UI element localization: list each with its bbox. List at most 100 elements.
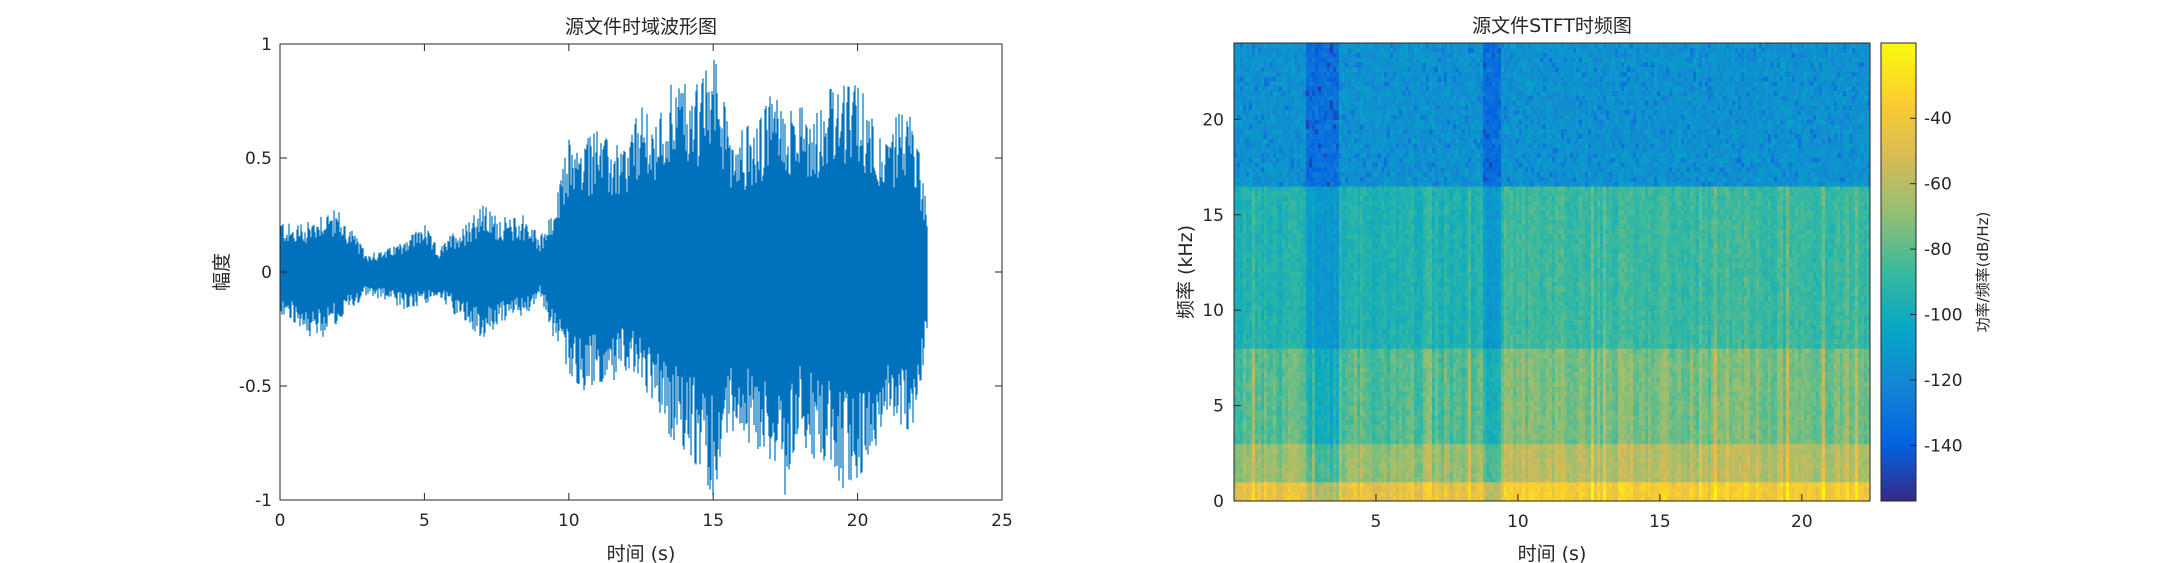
spectrogram-cell — [1318, 367, 1321, 372]
spectrogram-cell — [1261, 410, 1264, 415]
spectrogram-cell — [1264, 224, 1267, 229]
spectrogram-cell — [1291, 262, 1294, 267]
spectrogram-cell — [1294, 67, 1297, 72]
spectrogram-cell — [1261, 348, 1264, 353]
spectrogram-cell — [1267, 320, 1270, 325]
spectrogram-cell — [1291, 253, 1294, 258]
spectrogram-cell — [1327, 158, 1330, 163]
spectrogram-cell — [1300, 110, 1303, 115]
spectrogram-cell — [1258, 286, 1261, 291]
spectrogram-cell — [1312, 382, 1315, 387]
spectrogram-cell — [1234, 67, 1237, 72]
spectrogram-cell — [1303, 67, 1306, 72]
spectrogram-cell — [1276, 339, 1279, 344]
spectrogram-cell — [1270, 262, 1273, 267]
spectrogram-cell — [1291, 119, 1294, 124]
spectrogram-cell — [1288, 267, 1291, 272]
spectrogram-cell — [1297, 401, 1300, 406]
spectrogram-cell — [1234, 387, 1237, 392]
spectrogram-cell — [1294, 167, 1297, 172]
spectrogram-cell — [1264, 124, 1267, 129]
spectrogram-cell — [1318, 234, 1321, 239]
spectrogram-cell — [1330, 396, 1333, 401]
spectrogram-cell — [1324, 76, 1327, 81]
spectrogram-cell — [1255, 477, 1258, 482]
spectrogram-cell — [1276, 229, 1279, 234]
spectrogram-cell — [1291, 210, 1294, 215]
spectrogram-cell — [1234, 382, 1237, 387]
spectrogram-cell — [1246, 477, 1249, 482]
spectrogram-cell — [1261, 296, 1264, 301]
spectrogram-cell — [1288, 86, 1291, 91]
spectrogram-cell — [1297, 449, 1300, 454]
spectrogram-cell — [1258, 57, 1261, 62]
spectrogram-cell — [1321, 43, 1324, 48]
spectrogram-cell — [1246, 482, 1249, 487]
spectrogram-cell — [1270, 315, 1273, 320]
spectrogram-cell — [1294, 363, 1297, 368]
spectrogram-cell — [1255, 234, 1258, 239]
spectrogram-cell — [1252, 353, 1255, 358]
spectrogram-cell — [1288, 439, 1291, 444]
spectrogram-cell — [1303, 134, 1306, 139]
spectrogram-cell — [1264, 186, 1267, 191]
spectrogram-cell — [1264, 162, 1267, 167]
spectrogram-cell — [1264, 272, 1267, 277]
spectrogram-cell — [1276, 458, 1279, 463]
spectrogram-cell — [1288, 458, 1291, 463]
spectrogram-cell — [1270, 434, 1273, 439]
spectrogram-cell — [1309, 153, 1312, 158]
spectrogram-cell — [1273, 191, 1276, 196]
spectrogram-cell — [1300, 339, 1303, 344]
spectrogram-cell — [1291, 477, 1294, 482]
spectrogram-cell — [1252, 410, 1255, 415]
spectrogram-cell — [1309, 95, 1312, 100]
spectrogram-cell — [1303, 482, 1306, 487]
spectrogram-cell — [1297, 43, 1300, 48]
spectrogram-cell — [1285, 105, 1288, 110]
spectrogram-cell — [1303, 463, 1306, 468]
spectrogram-cell — [1258, 258, 1261, 263]
spectrogram-cell — [1237, 410, 1240, 415]
spectrogram-cell — [1273, 463, 1276, 468]
spectrogram-cell — [1306, 401, 1309, 406]
spectrogram-cell — [1330, 415, 1333, 420]
spectrogram-cell — [1315, 282, 1318, 287]
spectrogram-cell — [1282, 377, 1285, 382]
spectrogram-cell — [1246, 305, 1249, 310]
spectrogram-cell — [1318, 401, 1321, 406]
spectrogram-cell — [1294, 320, 1297, 325]
spectrogram-cell — [1294, 472, 1297, 477]
spectrogram-cell — [1321, 229, 1324, 234]
spectrogram-cell — [1306, 348, 1309, 353]
spectrogram-cell — [1297, 243, 1300, 248]
spectrogram-cell — [1234, 491, 1237, 496]
spectrogram-cell — [1258, 95, 1261, 100]
spectrogram-cell — [1294, 410, 1297, 415]
waveform-x-tick-label: 0 — [275, 511, 286, 531]
spectrogram-cell — [1309, 143, 1312, 148]
spectrogram-cell — [1282, 363, 1285, 368]
spectrogram-cell — [1327, 229, 1330, 234]
spectrogram-cell — [1321, 353, 1324, 358]
spectrogram-cell — [1243, 472, 1246, 477]
spectrogram-cell — [1267, 415, 1270, 420]
spectrogram-cell — [1240, 119, 1243, 124]
spectrogram-cell — [1285, 186, 1288, 191]
spectrogram-cell — [1246, 387, 1249, 392]
spectrogram-cell — [1327, 138, 1330, 143]
spectrogram-cell — [1312, 153, 1315, 158]
spectrogram-cell — [1291, 315, 1294, 320]
spectrogram-cell — [1249, 224, 1252, 229]
spectrogram-cell — [1246, 224, 1249, 229]
spectrogram-cell — [1291, 110, 1294, 115]
spectrogram-cell — [1237, 67, 1240, 72]
spectrogram-cell — [1276, 344, 1279, 349]
spectrogram-cell — [1282, 425, 1285, 430]
spectrogram-cell — [1261, 115, 1264, 120]
spectrogram-cell — [1300, 387, 1303, 392]
spectrogram-cell — [1276, 453, 1279, 458]
spectrogram-cell — [1321, 143, 1324, 148]
spectrogram-cell — [1306, 305, 1309, 310]
spectrogram-cell — [1237, 267, 1240, 272]
